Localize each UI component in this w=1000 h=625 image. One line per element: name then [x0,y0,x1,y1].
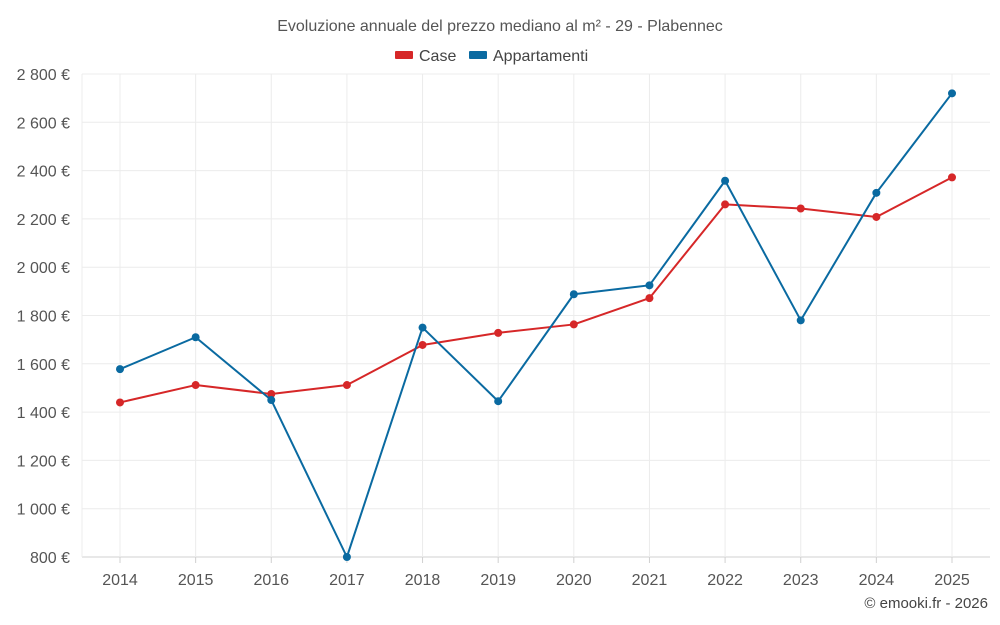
series-lines: Case 2014: 1440 € Case 2015: 1512 € Case 2… [116,89,956,561]
gridlines [82,73,990,558]
x-tick-label: 2017 [329,572,365,589]
data-point-case[interactable]: Case 2022: 2260 € [721,200,730,209]
series-line-appartamenti [119,92,953,558]
legend-item-appartamenti[interactable]: Appartamenti [469,48,588,65]
y-tick-label: 1 800 € [17,309,70,326]
data-point-appartamenti[interactable]: Appartamenti 2020: 1888 € [569,290,578,299]
data-point-case[interactable]: Case 2021: 1872 € [645,294,654,303]
x-tick-label: 2019 [480,572,516,589]
legend-swatch-appartamenti [469,51,487,59]
series-line-case [119,176,953,404]
data-point-case[interactable]: Case 2015: 1512 € [191,381,200,390]
x-tick-label: 2016 [253,572,289,589]
data-point-appartamenti[interactable]: Appartamenti 2019: 1445 € [494,397,503,406]
data-point-case[interactable]: Case 2025: 2372 € [948,173,956,182]
x-tick-label: 2015 [178,572,214,589]
data-point-case[interactable]: Case 2016: 1475 € [267,389,276,398]
y-tick-label: 1 000 € [17,502,70,519]
chart-title: Evoluzione annuale del prezzo mediano al… [277,18,723,35]
y-tick-label: 1 600 € [17,357,70,374]
data-point-appartamenti[interactable]: Appartamenti 2014: 1578 € [116,365,124,374]
x-tick-label: 2022 [707,572,743,589]
x-tick-label: 2020 [556,572,592,589]
legend: Case Appartamenti [395,48,588,65]
y-tick-label: 2 400 € [17,164,70,181]
y-tick-label: 1 400 € [17,405,70,422]
data-point-case[interactable]: Case 2018: 1678 € [418,340,427,349]
data-point-appartamenti[interactable]: Appartamenti 2025: 2720 € [948,89,956,98]
data-point-appartamenti[interactable]: Appartamenti 2018: 1750 € [418,323,427,332]
y-tick-label: 1 200 € [17,453,70,470]
data-point-case[interactable]: Case 2020: 1763 € [569,320,578,329]
x-tick-label: 2021 [632,572,668,589]
x-tick-label: 2024 [859,572,895,589]
legend-swatch-case [395,51,413,59]
y-axis: 800 € 1 000 € 1 200 € 1 400 € 1 600 € 1 800 €… [17,67,83,567]
data-point-appartamenti[interactable]: Appartamenti 2024: 2308 € [872,188,881,197]
data-point-case[interactable]: Case 2023: 2243 € [796,204,805,213]
x-axis: 2014 2015 2016 2017 2018 2019 2020 2021 2022 2023… [102,557,970,589]
data-point-case[interactable]: Case 2017: 1512 € [342,381,351,390]
data-point-appartamenti[interactable]: Appartamenti 2023: 1780 € [796,316,805,325]
data-point-appartamenti[interactable]: Appartamenti 2022: 2358 € [721,176,730,185]
y-tick-label: 2 600 € [17,115,70,132]
data-point-appartamenti[interactable]: Appartamenti 2021: 1925 € [645,281,654,290]
y-tick-label: 2 800 € [17,67,70,84]
credit-text: © emooki.fr - 2026 [864,595,988,612]
y-tick-label: 800 € [30,550,70,567]
data-point-appartamenti[interactable]: Appartamenti 2016: 1450 € [267,396,276,405]
legend-label-case: Case [419,48,456,65]
x-tick-label: 2023 [783,572,819,589]
data-point-case[interactable]: Case 2014: 1440 € [116,398,124,407]
x-tick-label: 2014 [102,572,138,589]
data-point-appartamenti[interactable]: Appartamenti 2015: 1710 € [191,333,200,342]
data-point-appartamenti[interactable]: Appartamenti 2017: 800 € [342,553,351,561]
y-tick-label: 2 000 € [17,260,70,277]
x-tick-label: 2018 [405,572,441,589]
x-tick-label: 2025 [934,572,970,589]
data-point-case[interactable]: Case 2019: 1728 € [494,328,503,337]
data-point-case[interactable]: Case 2024: 2208 € [872,212,881,221]
legend-item-case[interactable]: Case [395,48,456,65]
y-tick-label: 2 200 € [17,212,70,229]
legend-label-appartamenti: Appartamenti [493,48,588,65]
